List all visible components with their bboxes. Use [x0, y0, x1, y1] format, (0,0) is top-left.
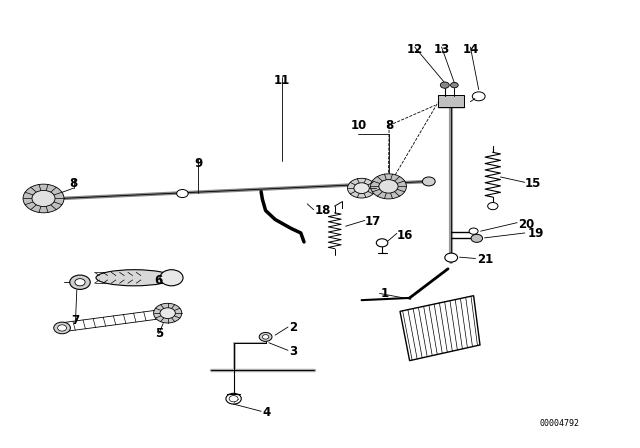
- Text: 11: 11: [273, 74, 290, 87]
- Text: 6: 6: [155, 273, 163, 287]
- Circle shape: [259, 332, 272, 341]
- Circle shape: [262, 335, 269, 339]
- Ellipse shape: [160, 270, 183, 286]
- Circle shape: [154, 303, 182, 323]
- Text: 10: 10: [350, 119, 367, 132]
- Text: 21: 21: [477, 253, 493, 267]
- Text: 9: 9: [195, 157, 202, 170]
- Text: 20: 20: [518, 217, 534, 231]
- Circle shape: [348, 178, 376, 198]
- Text: 14: 14: [462, 43, 479, 56]
- Circle shape: [229, 396, 238, 402]
- Circle shape: [58, 325, 67, 331]
- Circle shape: [471, 234, 483, 242]
- Text: 17: 17: [365, 215, 381, 228]
- Circle shape: [32, 190, 55, 207]
- Text: 3: 3: [289, 345, 298, 358]
- Circle shape: [371, 174, 406, 199]
- Text: 8: 8: [70, 177, 77, 190]
- Text: 00004792: 00004792: [540, 419, 580, 428]
- Text: 1: 1: [381, 287, 389, 300]
- Bar: [438, 95, 464, 107]
- Circle shape: [445, 253, 458, 262]
- Circle shape: [379, 180, 398, 193]
- Circle shape: [54, 322, 70, 334]
- Text: 18: 18: [315, 204, 332, 217]
- Text: 16: 16: [397, 228, 413, 242]
- Circle shape: [70, 275, 90, 289]
- Text: 7: 7: [72, 314, 79, 327]
- Text: 12: 12: [406, 43, 423, 56]
- Text: 2: 2: [289, 320, 298, 334]
- Circle shape: [23, 184, 64, 213]
- Circle shape: [354, 183, 369, 194]
- Circle shape: [451, 82, 458, 88]
- Text: 5: 5: [155, 327, 163, 340]
- Circle shape: [440, 82, 449, 88]
- Text: 19: 19: [528, 227, 545, 241]
- Text: 15: 15: [525, 177, 541, 190]
- Circle shape: [75, 279, 85, 286]
- Circle shape: [177, 190, 188, 198]
- Circle shape: [422, 177, 435, 186]
- Ellipse shape: [96, 270, 173, 286]
- Text: 8: 8: [385, 119, 393, 132]
- Circle shape: [469, 228, 478, 234]
- Text: 13: 13: [433, 43, 450, 56]
- Text: 4: 4: [262, 405, 271, 419]
- Circle shape: [488, 202, 498, 210]
- Circle shape: [160, 308, 175, 319]
